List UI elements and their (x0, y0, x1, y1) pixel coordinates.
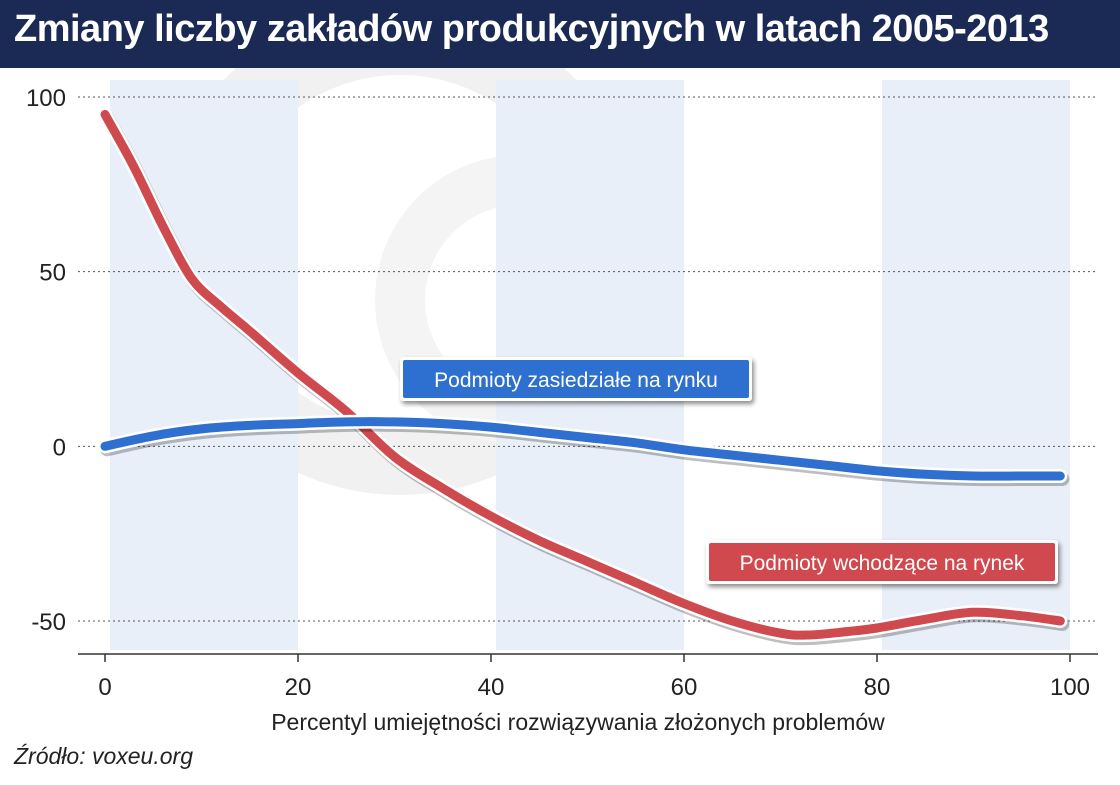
x-tick-label: 100 (1050, 674, 1090, 701)
source-note: Źródło: voxeu.org (14, 743, 193, 769)
title-bar: Zmiany liczby zakładów produkcyjnych w l… (0, 0, 1120, 68)
x-tick-label: 20 (285, 674, 312, 701)
series-label-text: Podmioty wchodzące na rynek (740, 552, 1025, 575)
series-line-entrants (100, 110, 1065, 640)
chart: 100 50 0 -50 0 20 40 60 80 100 Percentyl umiejętn… (26, 68, 1098, 735)
x-axis-label: Percentyl umiejętności rozwiązywania zło… (271, 709, 885, 735)
y-tick-label: 0 (53, 434, 66, 461)
series-label-red: Podmioty wchodzące na rynek (706, 540, 1058, 584)
y-tick-label: 100 (26, 85, 66, 112)
label-box-fill (709, 543, 1055, 581)
x-tick-label: 0 (98, 674, 111, 701)
label-box-fill (403, 360, 749, 398)
chart-title: Zmiany liczby zakładów produkcyjnych w l… (14, 8, 1049, 50)
y-tick-label: -50 (31, 609, 66, 636)
series-line-incumbents (100, 417, 1065, 481)
x-tick-label: 60 (671, 674, 698, 701)
series-label-blue: Podmioty zasiedziałe na rynku (400, 357, 752, 401)
x-tick-label: 80 (864, 674, 891, 701)
series-label-text: Podmioty zasiedziałe na rynku (434, 369, 718, 392)
x-tick-label: 40 (478, 674, 505, 701)
y-tick-label: 50 (39, 260, 66, 287)
